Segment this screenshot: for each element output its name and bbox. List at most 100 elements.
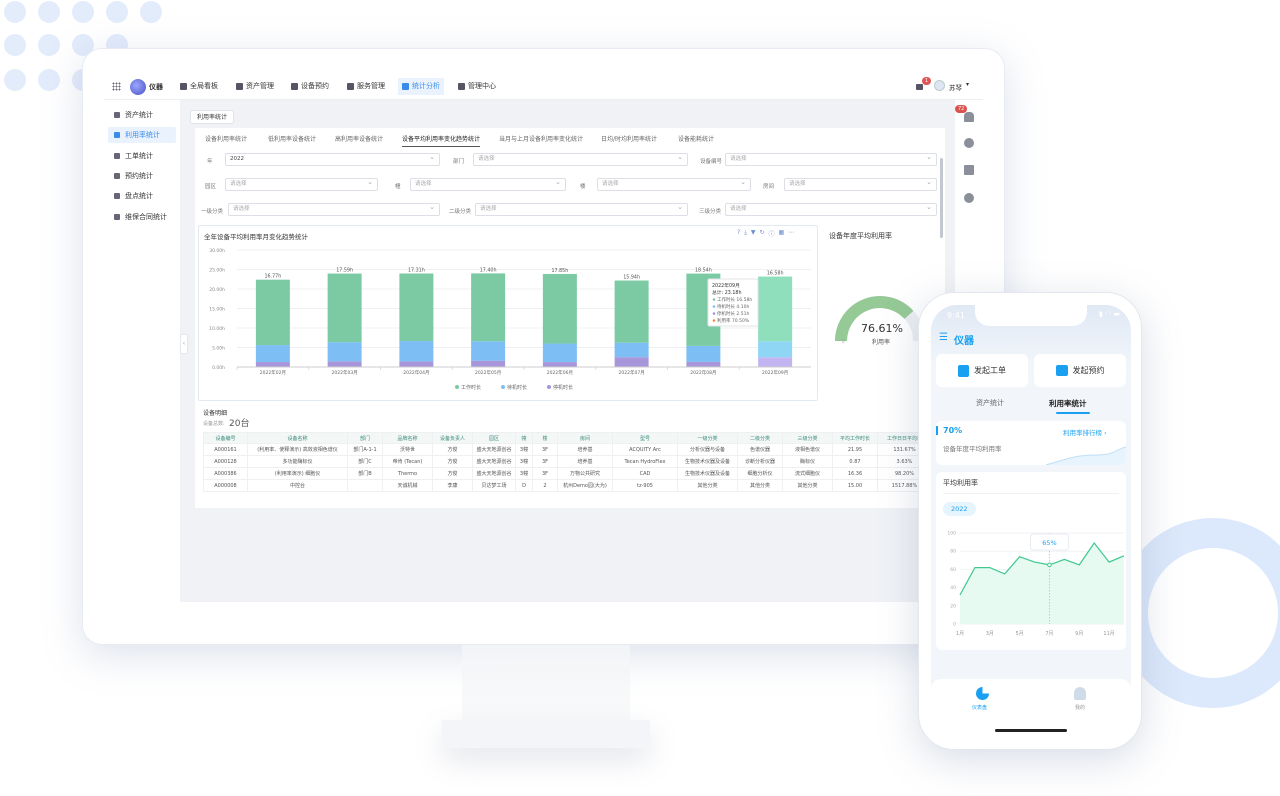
- column-header[interactable]: 型号: [612, 432, 678, 444]
- sidebar-item-0[interactable]: 资产统计: [108, 107, 176, 123]
- user-icon[interactable]: [1074, 687, 1086, 700]
- tab-utilization[interactable]: 利用率统计: [1049, 399, 1087, 408]
- tab-5[interactable]: 日均/时均利用率统计: [601, 136, 658, 143]
- bar-待机时长[interactable]: [471, 341, 506, 361]
- bar-停机时长[interactable]: [399, 361, 434, 367]
- legend-label[interactable]: 工作时长: [461, 384, 481, 391]
- cat2-select[interactable]: 请选择: [475, 202, 688, 216]
- sidebar-item-3[interactable]: 预约统计: [108, 168, 176, 184]
- bar-工作时长[interactable]: [758, 276, 793, 342]
- column-header[interactable]: 园区: [472, 432, 516, 444]
- bar-停机时长[interactable]: [542, 362, 577, 367]
- column-header[interactable]: 三级分类: [782, 432, 833, 444]
- nav-item-1[interactable]: 资产管理: [232, 78, 278, 95]
- data-point[interactable]: [1047, 562, 1052, 568]
- message-icon[interactable]: [916, 84, 923, 90]
- bar-工作时长[interactable]: [542, 273, 577, 344]
- column-header[interactable]: 一级分类: [677, 432, 738, 444]
- tab-1[interactable]: 低利用率设备统计: [268, 136, 317, 143]
- support-agent-icon[interactable]: [964, 193, 974, 203]
- bar-停机时长[interactable]: [327, 361, 362, 367]
- column-header[interactable]: 二级分类: [737, 432, 783, 444]
- dept-select[interactable]: 请选择: [473, 152, 688, 166]
- device-no-select[interactable]: 请选择: [725, 152, 937, 166]
- bar-工作时长[interactable]: [327, 273, 362, 343]
- column-header[interactable]: 楼: [532, 432, 558, 444]
- legend-label[interactable]: 停机时长: [553, 384, 573, 391]
- breadcrumb-tab[interactable]: 利用率统计: [190, 110, 235, 124]
- table-row[interactable]: A000128 多功能酶标仪 部门C 帝肯 (Tecan) 方俊 盛大天地源创谷 3幢 3F 培…: [203, 455, 932, 468]
- tab-2[interactable]: 高利用率设备统计: [335, 136, 384, 143]
- bar-待机时长[interactable]: [686, 345, 721, 362]
- tab-3[interactable]: 设备平均利用率变化趋势统计: [402, 134, 481, 147]
- column-header[interactable]: 部门: [347, 432, 383, 444]
- bar-待机时长[interactable]: [399, 341, 434, 362]
- legend-label[interactable]: 待机时长: [507, 384, 527, 391]
- bar-待机时长[interactable]: [542, 343, 577, 363]
- column-header[interactable]: 幢: [515, 432, 533, 444]
- sidebar-item-1[interactable]: 利用率统计: [108, 127, 176, 144]
- more-icon[interactable]: ⋯: [788, 229, 795, 236]
- avatar[interactable]: [934, 80, 945, 91]
- bar-停机时长[interactable]: [758, 357, 793, 367]
- column-header[interactable]: 设备名称: [247, 432, 348, 444]
- table-icon[interactable]: ▦: [778, 229, 785, 236]
- user-name[interactable]: 苏琴: [949, 84, 962, 92]
- table-row[interactable]: A000386 (利用率演示) 细胞仪 部门B Thermo 方俊 盛大天地源创谷 3幢 3F…: [203, 467, 932, 480]
- cat1-select[interactable]: 请选择: [228, 202, 440, 216]
- bar-停机时长[interactable]: [614, 357, 649, 367]
- apps-grid-icon[interactable]: [112, 82, 121, 91]
- tab-0[interactable]: 设备利用率统计: [205, 136, 248, 143]
- nav-item-5[interactable]: 管理中心: [454, 78, 500, 95]
- sidebar-collapse-handle[interactable]: ‹: [180, 334, 188, 354]
- cat3-select[interactable]: 请选择: [725, 202, 937, 216]
- bar-工作时长[interactable]: [399, 273, 434, 342]
- bar-停机时长[interactable]: [255, 362, 290, 367]
- ranking-link[interactable]: 利用率排行榜 ›: [1063, 427, 1107, 437]
- column-header[interactable]: 设备负责人: [432, 432, 473, 444]
- user-dropdown-icon[interactable]: ▾: [966, 81, 970, 88]
- dashboard-pie-icon[interactable]: [976, 687, 989, 700]
- building-select[interactable]: 请选择: [410, 177, 566, 191]
- refresh-icon[interactable]: ↻: [759, 229, 765, 236]
- column-header[interactable]: 品牌名称: [382, 432, 433, 444]
- download-icon[interactable]: ⤓: [744, 229, 747, 236]
- nav-item-3[interactable]: 服务管理: [343, 78, 389, 95]
- year-select[interactable]: 2022: [225, 152, 440, 166]
- table-row[interactable]: A000161 (利用率、使释演示) 高效液相色谱仪 部门A-1-1 沃特世 方俊 盛大天…: [203, 443, 932, 456]
- sidebar-item-2[interactable]: 工单统计: [108, 148, 176, 164]
- tab-asset[interactable]: 资产统计: [976, 399, 1004, 407]
- bar-工作时长[interactable]: [614, 280, 649, 343]
- document-icon[interactable]: [964, 165, 974, 175]
- workorder-button[interactable]: 发起工单: [936, 354, 1028, 387]
- sidebar-item-4[interactable]: 盘点统计: [108, 188, 176, 204]
- vertical-scrollbar[interactable]: [940, 158, 943, 238]
- column-header[interactable]: 设备编号: [203, 432, 248, 444]
- sidebar-item-5[interactable]: 维保合同统计: [108, 209, 176, 225]
- bar-待机时长[interactable]: [255, 345, 290, 363]
- info-icon[interactable]: ⓘ: [768, 231, 775, 238]
- bar-待机时长[interactable]: [327, 342, 362, 362]
- tab-4[interactable]: 当月与上月设备利用率变化统计: [499, 136, 584, 143]
- nav-item-0[interactable]: 全局看板: [176, 78, 222, 95]
- bottom-nav-dashboard[interactable]: 仪表盘: [972, 705, 988, 711]
- floor-select[interactable]: 请选择: [597, 177, 751, 191]
- menu-icon[interactable]: ☰: [939, 332, 948, 343]
- nav-item-2[interactable]: 设备预约: [287, 78, 333, 95]
- tab-6[interactable]: 设备能耗统计: [678, 136, 715, 143]
- bar-停机时长[interactable]: [471, 360, 506, 367]
- column-header[interactable]: 房间: [557, 432, 613, 444]
- park-select[interactable]: 请选择: [225, 177, 378, 191]
- bell-icon[interactable]: [964, 112, 974, 122]
- help-icon[interactable]: ?: [737, 229, 741, 236]
- booking-button[interactable]: 发起预约: [1034, 354, 1126, 387]
- bottom-nav-mine[interactable]: 我的: [1075, 705, 1086, 711]
- help-icon[interactable]: [964, 138, 974, 148]
- column-header[interactable]: 平均工作时长: [832, 432, 878, 444]
- table-row[interactable]: A000008 中控台 天诚机械 李康 贝达梦工场 D 2 杭州Demo园(大为) tz-905…: [203, 479, 932, 492]
- room-select[interactable]: 请选择: [784, 177, 937, 191]
- bar-工作时长[interactable]: [255, 279, 290, 346]
- bar-待机时长[interactable]: [614, 342, 649, 358]
- nav-item-4[interactable]: 统计分析: [398, 78, 444, 95]
- bar-工作时长[interactable]: [471, 273, 506, 342]
